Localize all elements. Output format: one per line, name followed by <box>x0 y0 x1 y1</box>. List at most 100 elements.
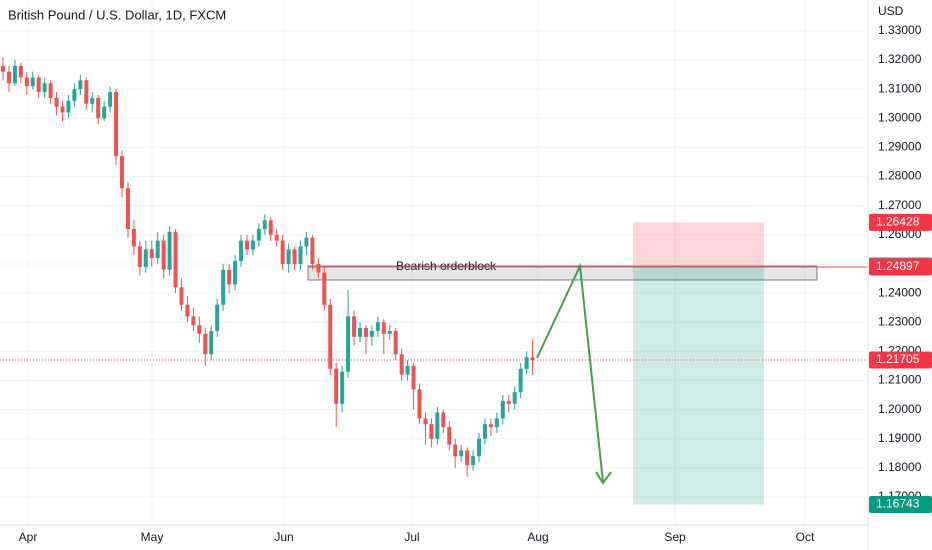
candle-body <box>500 400 505 419</box>
candle-body <box>96 97 101 119</box>
candle-body <box>423 418 428 425</box>
candles <box>1 57 535 477</box>
candle-body <box>429 424 434 439</box>
candle-body <box>227 269 232 285</box>
candle-body <box>417 389 422 419</box>
candle-body <box>149 249 154 259</box>
y-tick-label: 1.23000 <box>878 314 922 328</box>
projection-arrow <box>536 262 604 483</box>
candle-body <box>518 368 523 393</box>
candle-body <box>221 269 226 305</box>
y-tick-label: 1.32000 <box>878 52 922 66</box>
candle-body <box>274 234 279 241</box>
candle-body <box>268 220 273 235</box>
candle-body <box>197 325 202 334</box>
candle-body <box>471 456 476 465</box>
candle-body <box>369 330 374 337</box>
candle-body <box>459 450 464 457</box>
candle-body <box>239 240 243 262</box>
candle-body <box>114 92 119 157</box>
candle-body <box>137 246 142 267</box>
candle-body <box>346 316 351 372</box>
candle-body <box>280 240 285 264</box>
candle-body <box>363 328 368 337</box>
candle-body <box>131 228 136 247</box>
x-tick-label: May <box>141 530 164 544</box>
candle-body <box>322 272 327 305</box>
y-tick-label: 1.19000 <box>878 431 922 445</box>
candle-body <box>310 237 315 264</box>
orderblock-box <box>307 265 818 281</box>
candle-body <box>90 97 95 104</box>
candle-body <box>286 249 291 264</box>
candle-body <box>84 80 89 104</box>
candle-body <box>108 92 113 107</box>
candle-body <box>12 65 17 84</box>
orderblock-label: Bearish orderblock <box>396 259 497 273</box>
candle-body <box>488 424 493 428</box>
price-badge <box>869 351 932 369</box>
candle-body <box>304 237 309 247</box>
candle-body <box>506 400 511 404</box>
chart-title: British Pound / U.S. Dollar, 1D, FXCM <box>8 7 226 22</box>
candle-body <box>30 77 35 87</box>
candle-body <box>24 77 29 87</box>
drawings: Bearish orderblock <box>0 222 868 505</box>
candle-body <box>42 83 47 93</box>
candle-body <box>250 240 255 250</box>
price-badge <box>869 496 932 514</box>
candle-body <box>411 365 416 390</box>
candle-body <box>405 365 410 375</box>
candle-body <box>1 65 5 72</box>
price-badge-label: 1.26428 <box>876 215 920 229</box>
candle-body <box>72 89 77 101</box>
y-tick-label: 1.33000 <box>878 23 922 37</box>
x-tick-label: Aug <box>527 530 548 544</box>
price-badge <box>869 258 932 276</box>
candle-body <box>179 287 184 305</box>
axes: 1.170001.180001.190001.200001.210001.220… <box>19 23 932 544</box>
y-tick-label: 1.21000 <box>878 373 922 387</box>
candle-body <box>524 357 529 369</box>
candle-body <box>381 322 386 334</box>
candle-body <box>209 330 214 355</box>
candle-body <box>262 220 267 229</box>
y-tick-label: 1.30000 <box>878 110 922 124</box>
y-tick-label: 1.20000 <box>878 402 922 416</box>
price-badge-label: 1.24897 <box>876 259 920 273</box>
candle-body <box>191 316 196 326</box>
x-tick-label: Jun <box>274 530 293 544</box>
candle-body <box>60 106 65 113</box>
candle-body <box>328 304 333 369</box>
candle-body <box>161 240 166 270</box>
grid <box>0 0 868 525</box>
candle-body <box>173 231 178 288</box>
candle-body <box>54 97 59 107</box>
candle-body <box>465 450 470 465</box>
candle-body <box>447 427 452 445</box>
candle-body <box>352 316 357 337</box>
candle-body <box>6 71 11 84</box>
candle-body <box>393 330 398 355</box>
candle-body <box>36 77 41 93</box>
candle-body <box>155 240 160 259</box>
candle-body <box>66 100 71 113</box>
candle-body <box>453 444 458 457</box>
candle-body <box>375 322 380 331</box>
candle-body <box>358 328 362 337</box>
candle-body <box>292 249 297 264</box>
candle-body <box>244 240 249 250</box>
candle-body <box>512 392 517 404</box>
price-badge <box>869 213 932 231</box>
candle-body <box>48 83 53 98</box>
candle-body <box>215 304 220 331</box>
x-tick-label: Jul <box>404 530 419 544</box>
x-tick-label: Sep <box>664 530 686 544</box>
candle-body <box>102 106 107 119</box>
candle-body <box>233 261 238 285</box>
candle-body <box>477 438 481 457</box>
candle-body <box>482 424 487 439</box>
candle-body <box>441 412 446 428</box>
candle-body <box>316 263 321 273</box>
